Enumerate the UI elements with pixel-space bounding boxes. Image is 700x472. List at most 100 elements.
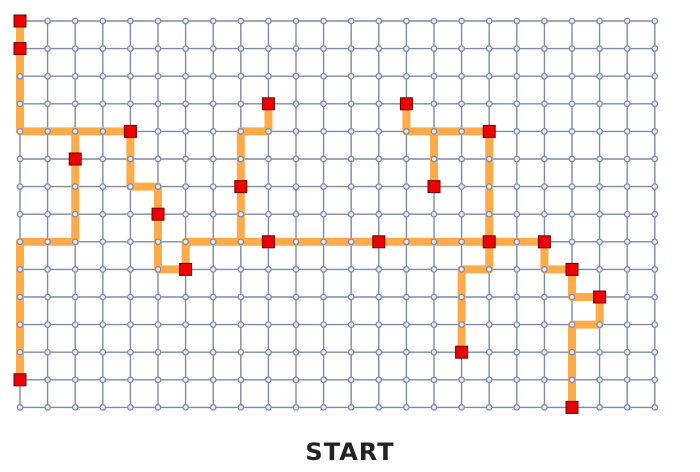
grid-node[interactable] [458, 376, 465, 384]
grid-node[interactable] [596, 100, 603, 108]
grid-node[interactable] [541, 321, 548, 328]
grid-node[interactable] [16, 210, 24, 218]
grid-node[interactable] [568, 238, 576, 246]
grid-node[interactable] [541, 348, 548, 356]
grid-node[interactable] [237, 45, 245, 52]
grid-node[interactable] [71, 293, 79, 301]
grid-node[interactable] [430, 238, 438, 246]
grid-node[interactable] [237, 376, 245, 384]
grid-node[interactable] [347, 183, 355, 190]
grid-node[interactable] [99, 238, 107, 246]
grid-node[interactable] [623, 376, 631, 384]
grid-node[interactable] [430, 72, 438, 80]
grid-node[interactable] [127, 17, 134, 25]
grid-node[interactable] [375, 100, 383, 108]
grid-node[interactable] [596, 45, 603, 52]
game-board[interactable] [0, 0, 700, 430]
grid-node[interactable] [320, 72, 327, 80]
grid-node[interactable] [568, 72, 576, 80]
grid-node[interactable] [320, 183, 327, 190]
grid-node[interactable] [320, 238, 327, 246]
grid-node[interactable] [16, 266, 24, 273]
grid-node[interactable] [485, 45, 493, 52]
grid-node[interactable] [375, 155, 383, 163]
grid-node[interactable] [375, 348, 383, 356]
grid-node[interactable] [154, 183, 162, 190]
grid-node[interactable] [541, 210, 548, 218]
grid-node[interactable] [347, 72, 355, 80]
grid-node[interactable] [71, 321, 79, 328]
grid-node[interactable] [541, 266, 548, 273]
grid-node[interactable] [209, 404, 217, 411]
grid-node[interactable] [99, 72, 107, 80]
grid-node[interactable] [292, 183, 300, 190]
grid-node[interactable] [320, 45, 327, 52]
grid-node[interactable] [403, 155, 410, 163]
grid-node[interactable] [320, 321, 327, 328]
grid-node[interactable] [513, 238, 521, 246]
grid-node[interactable] [237, 293, 245, 301]
grid-node[interactable] [375, 293, 383, 301]
grid-node[interactable] [292, 210, 300, 218]
grid-node[interactable] [430, 266, 438, 273]
grid-node[interactable] [237, 155, 245, 163]
grid-node[interactable] [265, 72, 272, 80]
grid-node[interactable] [16, 321, 24, 328]
grid-node[interactable] [347, 321, 355, 328]
grid-node[interactable] [430, 376, 438, 384]
grid-node[interactable] [375, 128, 383, 135]
grid-node[interactable] [375, 266, 383, 273]
grid-node[interactable] [154, 348, 162, 356]
marker-square[interactable] [68, 152, 82, 166]
grid-node[interactable] [347, 238, 355, 246]
grid-node[interactable] [430, 100, 438, 108]
grid-node[interactable] [513, 404, 521, 411]
grid-node[interactable] [44, 348, 51, 356]
marker-square[interactable] [565, 262, 579, 276]
grid-node[interactable] [568, 45, 576, 52]
grid-node[interactable] [430, 404, 438, 411]
grid-node[interactable] [127, 376, 134, 384]
grid-node[interactable] [154, 238, 162, 246]
start-button[interactable]: START [250, 432, 450, 470]
grid-node[interactable] [347, 293, 355, 301]
grid-node[interactable] [292, 293, 300, 301]
grid-node[interactable] [99, 348, 107, 356]
grid-node[interactable] [513, 376, 521, 384]
grid-node[interactable] [44, 128, 51, 135]
grid-node[interactable] [541, 72, 548, 80]
grid-node[interactable] [623, 404, 631, 411]
grid-node[interactable] [430, 45, 438, 52]
grid-node[interactable] [651, 45, 659, 52]
marker-square[interactable] [427, 180, 441, 194]
grid-node[interactable] [209, 238, 217, 246]
grid-node[interactable] [596, 266, 603, 273]
grid-node[interactable] [596, 348, 603, 356]
grid-node[interactable] [209, 17, 217, 25]
grid-node[interactable] [209, 293, 217, 301]
grid-node[interactable] [99, 183, 107, 190]
grid-node[interactable] [347, 45, 355, 52]
grid-node[interactable] [16, 238, 24, 246]
grid-node[interactable] [182, 183, 189, 190]
grid-node[interactable] [541, 45, 548, 52]
grid-node[interactable] [568, 128, 576, 135]
grid-node[interactable] [154, 155, 162, 163]
grid-node[interactable] [320, 100, 327, 108]
grid-node[interactable] [403, 210, 410, 218]
grid-node[interactable] [651, 238, 659, 246]
grid-node[interactable] [347, 17, 355, 25]
grid-node[interactable] [623, 293, 631, 301]
grid-node[interactable] [182, 72, 189, 80]
grid-node[interactable] [513, 155, 521, 163]
grid-node[interactable] [71, 17, 79, 25]
grid-node[interactable] [71, 128, 79, 135]
grid-node[interactable] [568, 183, 576, 190]
grid-node[interactable] [403, 266, 410, 273]
grid-node[interactable] [320, 17, 327, 25]
grid-node[interactable] [127, 210, 134, 218]
grid-node[interactable] [430, 17, 438, 25]
grid-node[interactable] [347, 348, 355, 356]
grid-node[interactable] [182, 210, 189, 218]
grid-node[interactable] [292, 72, 300, 80]
